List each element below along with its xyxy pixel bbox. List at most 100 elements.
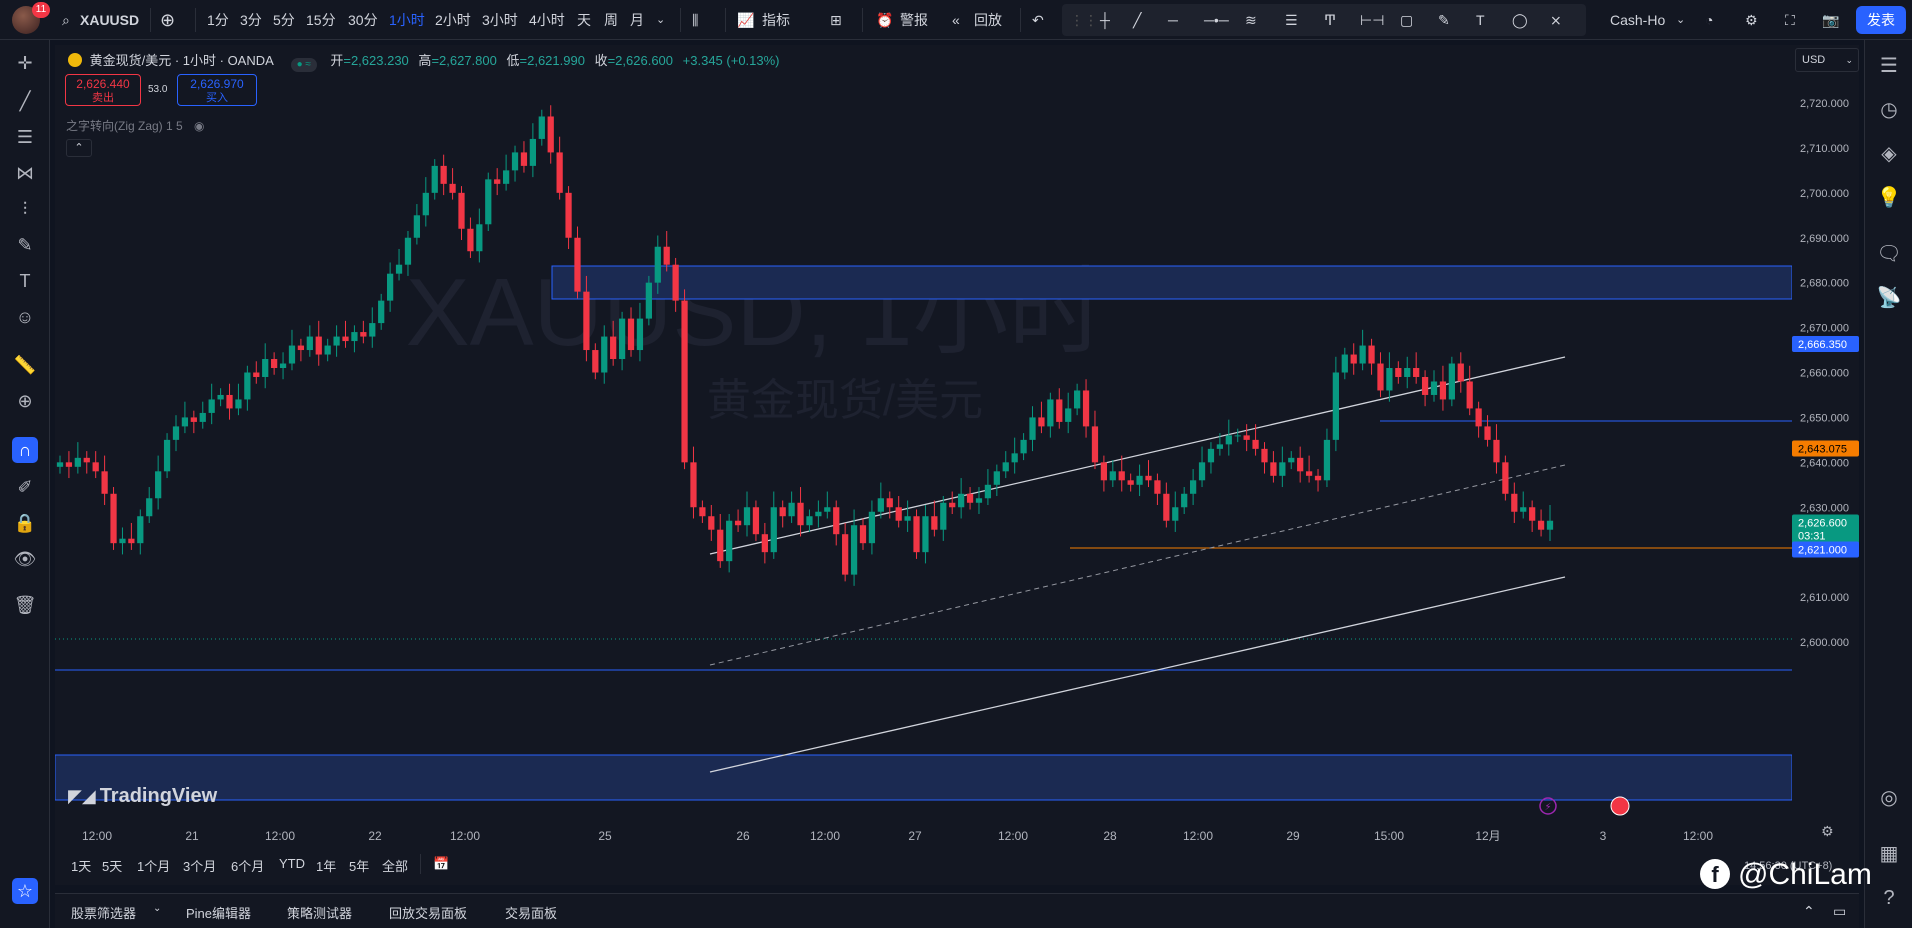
interval-4h[interactable]: 4小时 <box>529 12 565 28</box>
time-axis-canvas[interactable]: 12:00 21 12:00 22 12:00 25 26 12:00 27 12:00 28 12:… <box>55 820 1792 850</box>
magnet-icon[interactable]: ∩ <box>12 437 38 463</box>
range-1y[interactable]: 1年 <box>316 859 337 874</box>
channel-lower-line[interactable] <box>709 576 1566 773</box>
range-ytd[interactable]: YTD <box>279 856 305 871</box>
expand-panel-icon[interactable]: ⌃ <box>1803 903 1815 919</box>
price-label-support[interactable]: 2,621.000 <box>1798 544 1847 556</box>
candle[interactable] <box>1368 345 1375 364</box>
candle[interactable] <box>1297 457 1304 472</box>
trendline-icon[interactable]: ╱ <box>1133 12 1142 28</box>
sell-button[interactable]: 2,626.440 卖出 <box>65 74 141 106</box>
chart-pane[interactable]: XAUUSD, 1小时 黄金现货/美元 ⚡ <box>55 45 1859 885</box>
candle[interactable] <box>966 493 974 503</box>
candle[interactable] <box>1421 376 1429 395</box>
symbol-search[interactable]: XAUUSD <box>80 12 140 28</box>
candle[interactable] <box>940 502 947 530</box>
range-all[interactable]: 全部 <box>382 859 409 874</box>
candle[interactable] <box>975 498 983 503</box>
candle[interactable] <box>627 318 635 351</box>
candle[interactable] <box>1056 399 1063 422</box>
candle[interactable] <box>904 516 911 521</box>
range-1m[interactable]: 1个月 <box>137 859 171 874</box>
candle[interactable] <box>734 520 742 526</box>
candle[interactable] <box>351 332 358 342</box>
candle[interactable] <box>842 534 849 575</box>
candle[interactable] <box>1314 475 1322 481</box>
candle[interactable] <box>726 520 733 562</box>
interval-1h[interactable]: 1小时 <box>389 12 425 28</box>
candle[interactable] <box>315 336 322 355</box>
candle[interactable] <box>538 116 545 139</box>
candle[interactable] <box>886 498 893 508</box>
candle[interactable] <box>654 246 661 283</box>
candle[interactable] <box>1163 493 1170 521</box>
candle[interactable] <box>931 516 938 530</box>
emoji-icon[interactable]: ☺ <box>15 307 35 327</box>
interval-3m[interactable]: 3分 <box>240 12 262 28</box>
candle[interactable] <box>1136 475 1143 485</box>
candle[interactable] <box>1529 507 1536 521</box>
candle[interactable] <box>1288 457 1295 463</box>
candle[interactable] <box>833 507 840 535</box>
layers-icon[interactable]: ◈ <box>1881 143 1897 165</box>
candle[interactable] <box>761 534 768 553</box>
candle[interactable] <box>1457 363 1464 382</box>
candle[interactable] <box>110 493 117 544</box>
star-icon[interactable]: ☆ <box>12 878 38 904</box>
market-status-icon[interactable]: ● ≈ <box>290 58 317 72</box>
candle[interactable] <box>984 484 992 499</box>
candle[interactable] <box>369 323 376 337</box>
candle[interactable] <box>146 498 153 517</box>
parallel-channel-icon[interactable]: ≋ <box>1245 12 1257 28</box>
candle[interactable] <box>681 300 688 463</box>
rectangle-icon[interactable]: ▢ <box>1400 12 1414 28</box>
candle[interactable] <box>1493 439 1500 463</box>
candle[interactable] <box>395 264 403 274</box>
candle[interactable] <box>1466 381 1473 409</box>
candle[interactable] <box>1243 435 1250 440</box>
candle[interactable] <box>1145 475 1152 481</box>
candle[interactable] <box>601 336 608 373</box>
search-icon[interactable]: ⌕ <box>62 12 70 28</box>
candle[interactable] <box>1100 462 1108 481</box>
candle[interactable] <box>574 237 581 292</box>
axis-settings-icon[interactable]: ⚙ <box>1821 823 1834 839</box>
candle[interactable] <box>467 228 474 252</box>
candle[interactable] <box>922 516 929 553</box>
candle[interactable] <box>74 457 81 467</box>
candle[interactable] <box>449 183 456 193</box>
time-axis[interactable]: 12:00 21 12:00 22 12:00 25 26 12:00 27 12:00 28 12:… <box>55 820 1792 850</box>
candle[interactable] <box>494 179 501 184</box>
drag-handle-icon[interactable]: ⋮⋮ <box>1070 12 1098 28</box>
candle[interactable] <box>1537 520 1545 530</box>
candle[interactable] <box>458 192 465 229</box>
candle[interactable] <box>1546 520 1554 530</box>
interval-1d[interactable]: 天 <box>577 12 591 28</box>
candle[interactable] <box>1127 480 1134 485</box>
candle[interactable] <box>199 412 206 422</box>
candle[interactable] <box>155 471 162 499</box>
candle[interactable] <box>163 439 171 472</box>
candle[interactable] <box>779 507 786 517</box>
candle[interactable] <box>235 399 242 409</box>
candle[interactable] <box>1082 390 1090 427</box>
indicators-icon[interactable]: 📈 <box>737 12 755 28</box>
candle[interactable] <box>520 152 528 166</box>
candle[interactable] <box>824 507 831 512</box>
candle[interactable] <box>208 399 215 413</box>
candle[interactable] <box>378 300 385 324</box>
vertical-line-icon[interactable]: ┼ <box>1100 12 1110 28</box>
candle[interactable] <box>815 511 822 517</box>
candle[interactable] <box>1261 448 1268 463</box>
candle[interactable] <box>217 394 224 400</box>
chart-title[interactable]: 黄金现货/美元 · 1小时 · OANDA <box>89 53 274 68</box>
candle[interactable] <box>868 511 876 544</box>
price-label-resistance[interactable]: 2,666.350 <box>1798 339 1847 351</box>
candle[interactable] <box>1448 363 1455 400</box>
candle[interactable] <box>877 498 884 512</box>
price-axis-canvas[interactable]: 2,720.000 2,710.000 2,700.000 2,690.000 2,68… <box>1792 45 1859 825</box>
chevron-down-icon[interactable]: ⌄ <box>656 14 666 26</box>
candle-type-icon[interactable]: ⫼ <box>692 12 699 28</box>
candle[interactable] <box>172 426 180 440</box>
candle[interactable] <box>583 291 590 351</box>
